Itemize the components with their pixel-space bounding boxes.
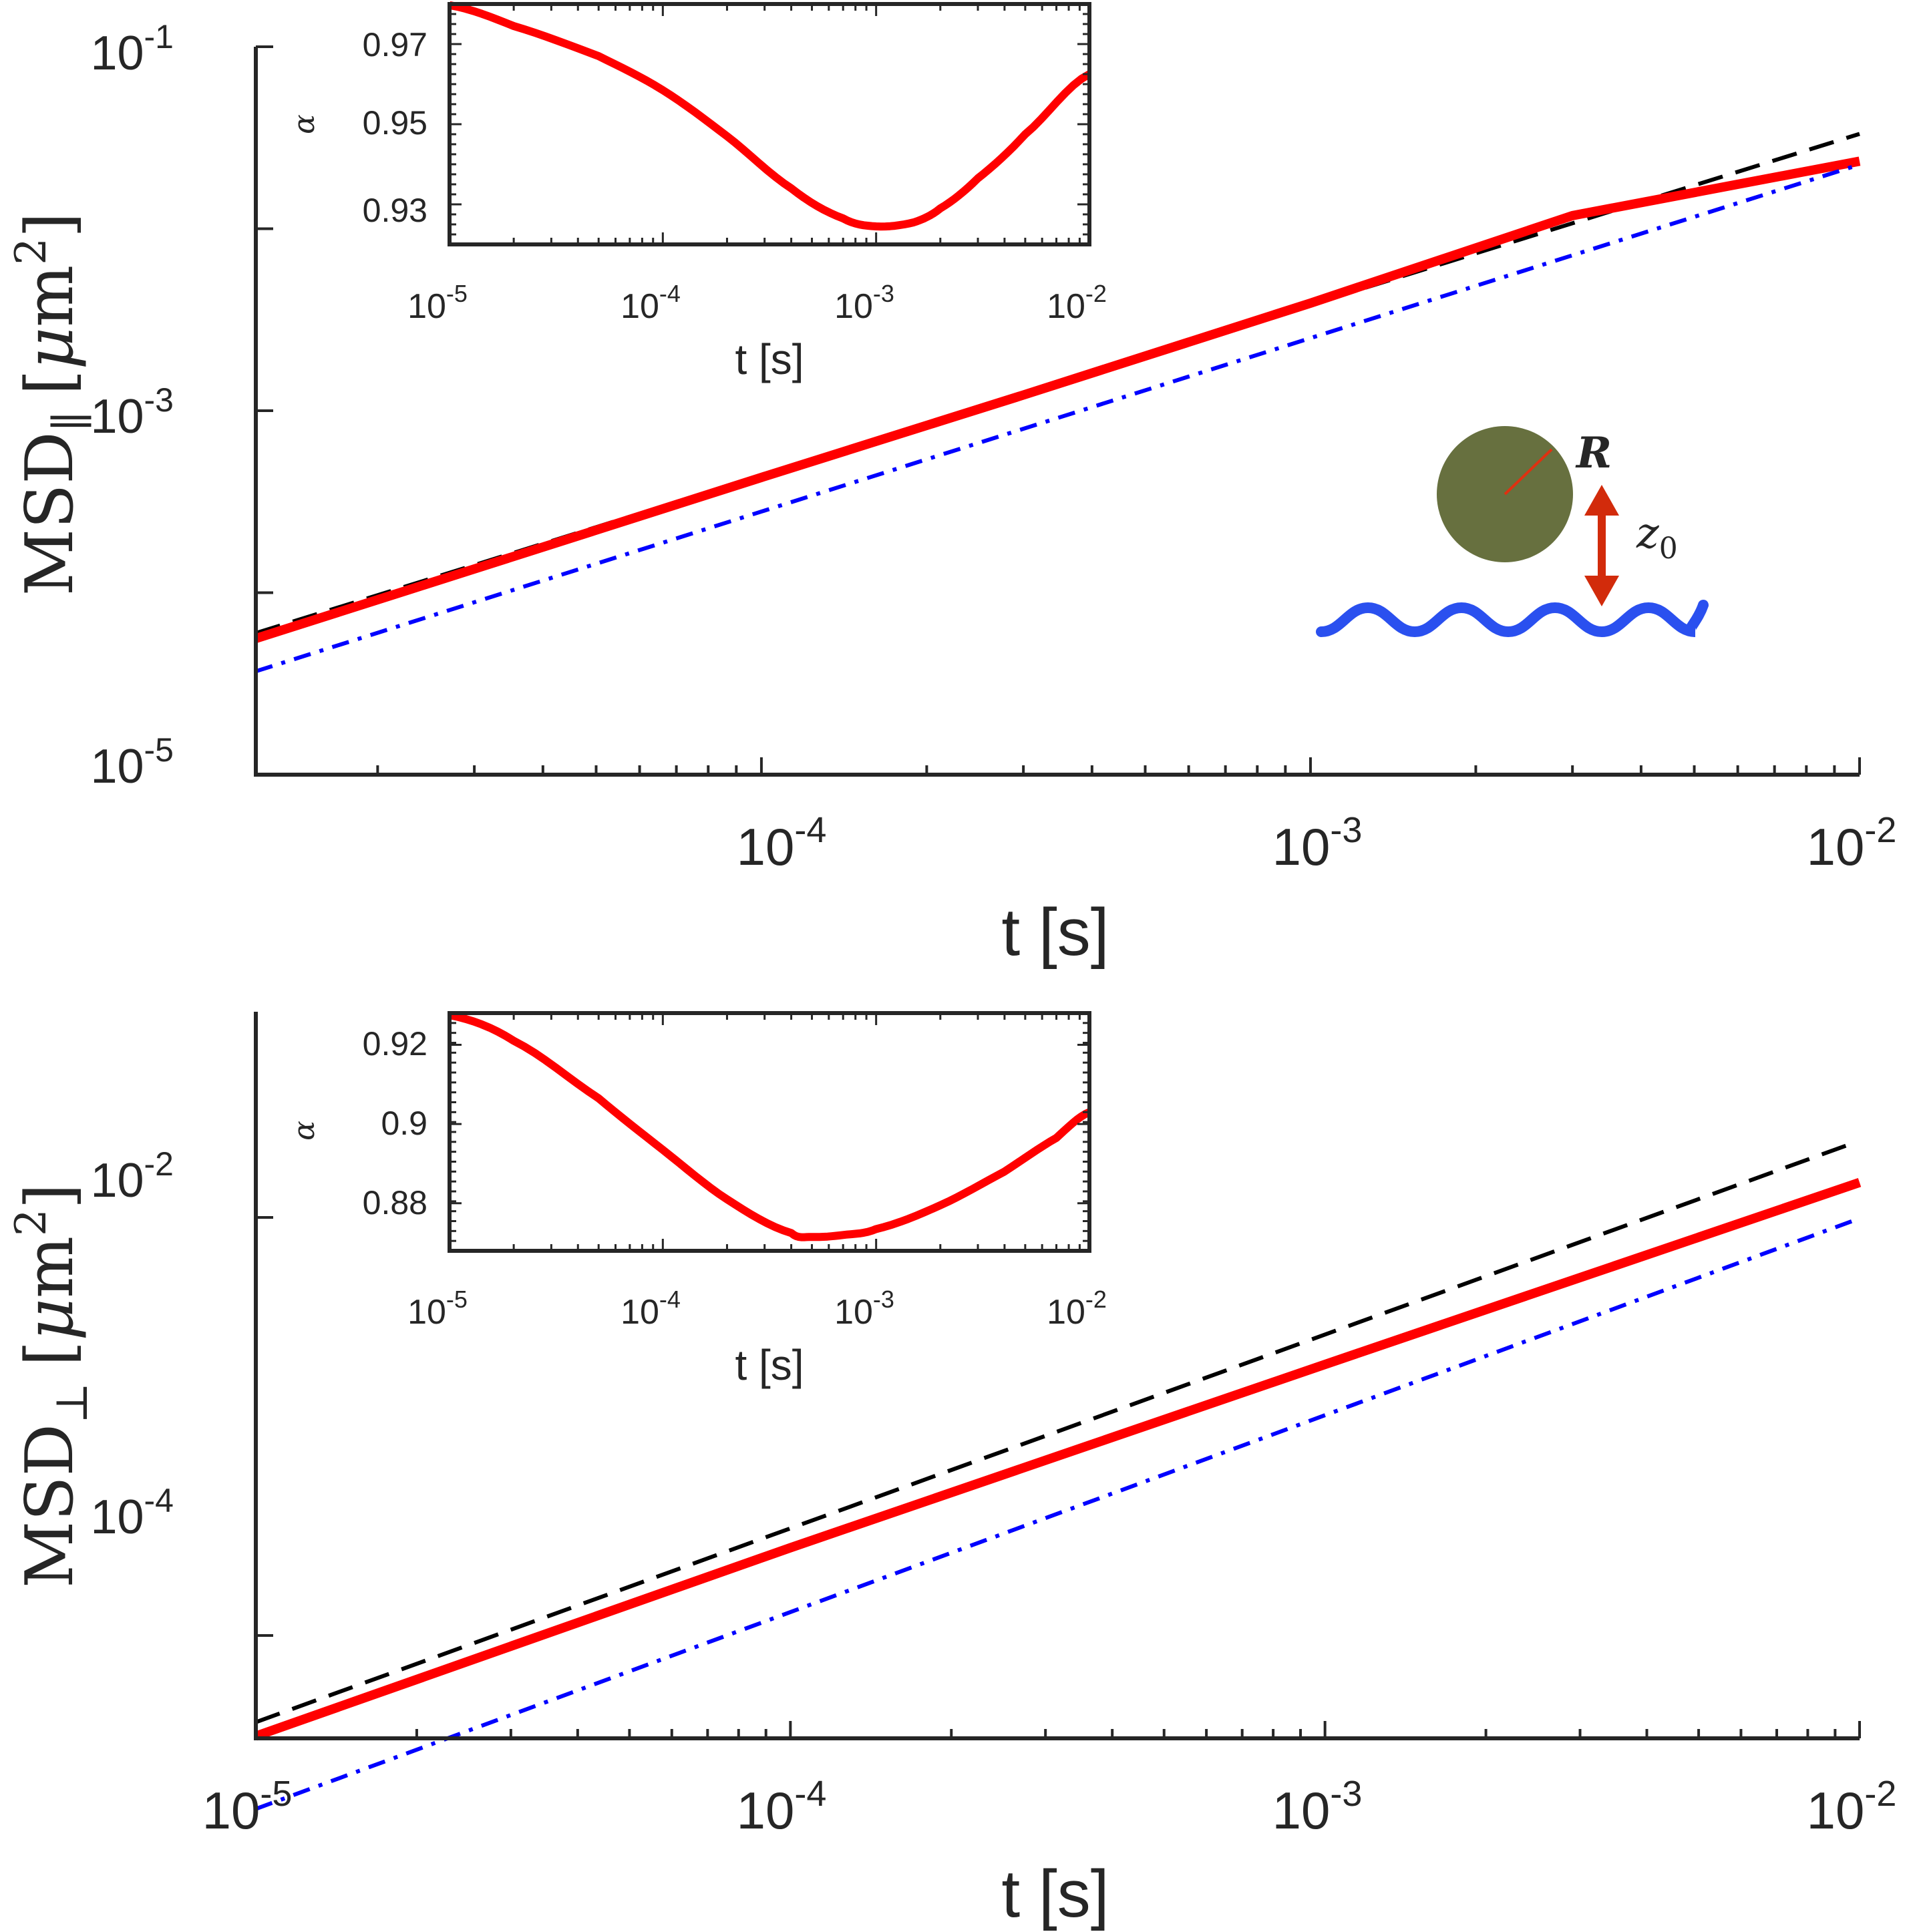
top-ytick-label: 10-1 [90, 18, 174, 80]
top-inset-xtick-label: 10-3 [834, 280, 894, 326]
bottom-tick-group [254, 1216, 1861, 1738]
bottom-ytick-label: 10-2 [90, 1145, 174, 1207]
bottom-blue-dashdot-line [254, 1216, 1861, 1811]
bottom-inset-background [450, 1013, 1089, 1251]
bottom-xtick-label: 10-2 [1807, 1774, 1897, 1840]
top-inset-xtick-label: 10-2 [1047, 280, 1107, 326]
bottom-inset-xtick-label: 10-3 [834, 1286, 894, 1332]
top-panel: 10-5 10-3 10-1 10-4 10-3 10-2 t [s] MSD∥… [7, 1, 1897, 970]
top-inset-x-axis-title: t [s] [735, 335, 804, 383]
bottom-inset-xtick-label: 10-4 [621, 1286, 681, 1332]
bottom-x-axis-title: t [s] [1001, 1857, 1109, 1931]
bottom-series-group [254, 1143, 1862, 1811]
top-inset-alpha-line [448, 1, 1092, 231]
membrane-wave [1316, 600, 1709, 638]
bottom-inset-xtick-label: 10-5 [407, 1286, 468, 1332]
bottom-inset: 0.88 0.9 0.92 10-5 10-4 10-3 10-2 t [s] … [287, 1011, 1107, 1389]
top-x-axis-title: t [s] [1001, 895, 1109, 970]
bottom-ytick-label: 10-4 [90, 1482, 174, 1544]
top-red-solid-line [254, 156, 1861, 643]
bottom-inset-alpha-line [448, 1011, 1091, 1241]
top-inset-tick-group [448, 3, 1091, 246]
bottom-xtick-label: 10-3 [1272, 1774, 1363, 1840]
top-inset-ytick-label: 0.93 [363, 192, 427, 229]
bottom-inset-series-group [448, 1011, 1091, 1241]
top-inset-ytick-label: 0.95 [363, 104, 427, 142]
bottom-panel: 10-4 10-2 10-5 10-4 10-3 10-2 t [s] MSD⊥… [7, 1011, 1897, 1931]
gap-label: z0 [1636, 509, 1678, 566]
bottom-inset-tick-group [448, 1012, 1091, 1252]
gap-arrow-head-up [1584, 485, 1619, 516]
bottom-inset-ytick-label: 0.88 [363, 1184, 427, 1221]
top-inset-series-group [448, 1, 1092, 231]
top-inset-xtick-label: 10-4 [621, 280, 681, 326]
bottom-y-axis-title: MSD⊥[μm2] [7, 1183, 98, 1588]
top-series-group [254, 132, 1861, 674]
bottom-inset-xtick-label: 10-2 [1047, 1286, 1107, 1332]
gap-arrow-head-down [1584, 576, 1619, 606]
top-inset-y-axis-title: α [287, 114, 321, 134]
bottom-xtick-label: 10-4 [737, 1774, 827, 1840]
bottom-inset-x-axis-title: t [s] [735, 1341, 804, 1389]
sphere-wall-schematic: R z0 [1316, 426, 1709, 638]
top-tick-group [256, 45, 1861, 776]
top-y-axis-title: MSD∥[μm2] [7, 212, 98, 596]
bottom-red-solid-line [254, 1177, 1862, 1741]
top-ytick-label: 10-3 [90, 381, 174, 443]
top-ytick-label: 10-5 [90, 731, 174, 793]
radius-line [1504, 448, 1553, 496]
top-inset-xtick-label: 10-5 [407, 280, 468, 326]
bottom-inset-ytick-label: 0.92 [363, 1025, 427, 1062]
radius-label: R [1575, 428, 1612, 478]
bottom-inset-ytick-label: 0.9 [381, 1105, 427, 1142]
top-xtick-label: 10-2 [1807, 810, 1897, 876]
bottom-black-dashed-line [254, 1143, 1849, 1724]
bottom-xtick-label: 10-5 [202, 1774, 293, 1840]
top-xtick-label: 10-4 [737, 810, 827, 876]
bottom-inset-y-axis-title: α [287, 1121, 321, 1141]
top-inset-ytick-label: 0.97 [363, 26, 427, 63]
top-inset: 0.93 0.95 0.97 10-5 10-4 10-3 10-2 t [s]… [287, 1, 1107, 383]
top-xtick-label: 10-3 [1272, 810, 1363, 876]
